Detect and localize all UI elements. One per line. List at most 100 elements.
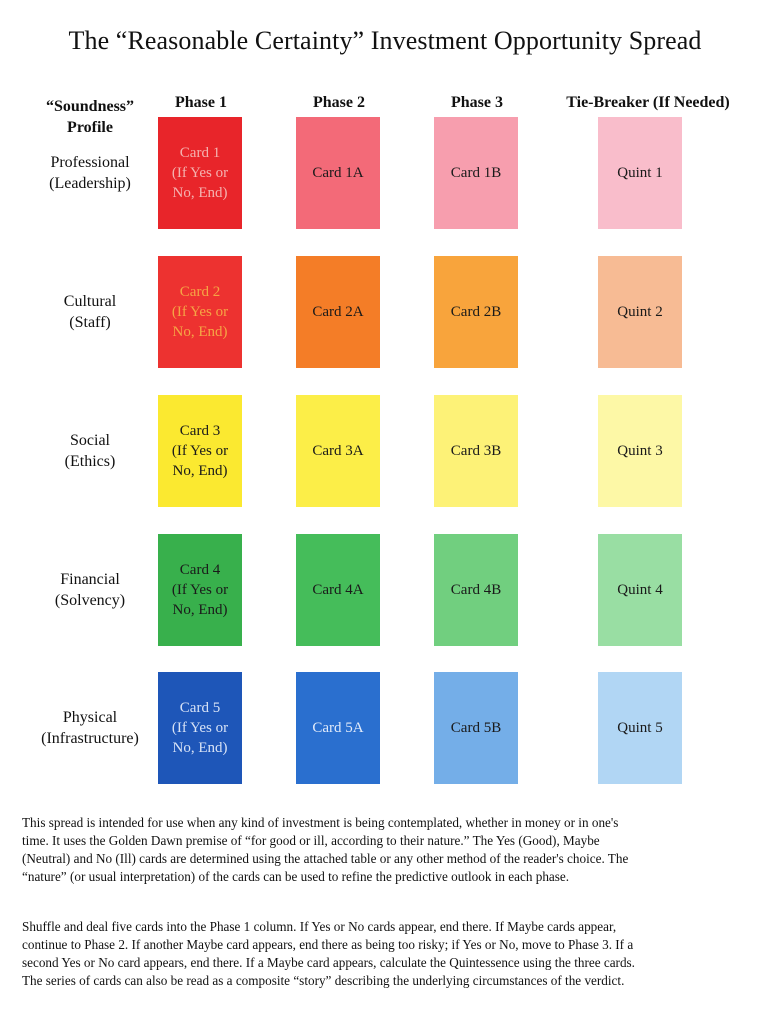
card-label-line: (If Yes or <box>171 443 229 459</box>
card-label-line: Card 3 <box>179 423 221 439</box>
text-line: The series of cards can also be read as … <box>22 973 625 988</box>
card-label-line: Card 2A <box>312 304 364 320</box>
card-label-line: (If Yes or <box>171 165 229 181</box>
card-label-line: Card 5 <box>179 700 221 716</box>
row-label-line: Financial <box>60 571 120 588</box>
card-label-line: Card 2B <box>450 304 502 320</box>
card-slot-row2-col4: Quint 2 <box>598 256 682 368</box>
page-title: The “Reasonable Certainty” Investment Op… <box>68 26 702 55</box>
card-label: Card 2A <box>312 302 363 322</box>
card-slot-row3-col2: Card 3A <box>296 395 380 507</box>
row-label: Cultural (Staff) <box>20 291 160 333</box>
card-slot-row1-col1: Card 1 (If Yes or No, End) <box>158 117 242 229</box>
profile-column-header: “Soundness” Profile <box>20 96 160 138</box>
card-label-line: Card 4 <box>179 562 221 578</box>
row-label-line: Professional <box>50 154 130 171</box>
card-label-line: No, End) <box>172 740 228 756</box>
card-label: Quint 3 <box>617 441 662 461</box>
row-label-line: Social <box>70 432 110 449</box>
card-label-line: Card 1A <box>312 165 364 181</box>
card-label-line: No, End) <box>172 463 228 479</box>
card-slot-row5-col4: Quint 5 <box>598 672 682 784</box>
card-label: Card 4B <box>451 580 501 600</box>
card-slot-row4-col4: Quint 4 <box>598 534 682 646</box>
card-label-line: No, End) <box>172 602 228 618</box>
card-label-line: Quint 3 <box>617 443 663 459</box>
card-label: Card 5 (If Yes or No, End) <box>172 698 228 758</box>
card-label: Quint 5 <box>617 718 662 738</box>
card-label-line: Card 4A <box>312 582 364 598</box>
row-label-line: (Leadership) <box>49 175 131 192</box>
card-slot-row4-col3: Card 4B <box>434 534 518 646</box>
card-label-line: No, End) <box>172 185 228 201</box>
card-slot-row1-col2: Card 1A <box>296 117 380 229</box>
text-line: second Yes or No card appears, end there… <box>22 955 635 970</box>
row-label-line: Cultural <box>63 293 117 310</box>
card-label: Card 4 (If Yes or No, End) <box>172 560 228 620</box>
card-slot-row2-col1: Card 2 (If Yes or No, End) <box>158 256 242 368</box>
card-label: Card 1B <box>451 163 501 183</box>
text-line: (Neutral) and No (Ill) cards are determi… <box>22 851 629 866</box>
card-label: Card 3A <box>312 441 363 461</box>
card-label-line: No, End) <box>172 324 228 340</box>
row-label-line: Physical <box>62 709 118 726</box>
card-slot-row3-col1: Card 3 (If Yes or No, End) <box>158 395 242 507</box>
card-slot-row1-col3: Card 1B <box>434 117 518 229</box>
card-slot-row1-col4: Quint 1 <box>598 117 682 229</box>
card-label-line: (If Yes or <box>171 304 229 320</box>
card-label-line: Card 4B <box>450 582 502 598</box>
row-label: Physical (Infrastructure) <box>20 707 160 749</box>
card-label-line: Card 5B <box>450 720 502 736</box>
row-label-line: (Staff) <box>69 314 111 331</box>
card-label-line: (If Yes or <box>171 582 229 598</box>
text-line: This spread is intended for use when any… <box>22 815 619 830</box>
description-paragraph: This spread is intended for use when any… <box>22 814 722 886</box>
card-label-line: Quint 2 <box>617 304 663 320</box>
text-line: Shuffle and deal five cards into the Pha… <box>22 919 617 934</box>
card-label-line: Quint 5 <box>617 720 663 736</box>
row-label-line: (Ethics) <box>64 453 116 470</box>
profile-header-line: Profile <box>67 119 113 136</box>
card-label-line: Card 3A <box>312 443 364 459</box>
card-slot-row5-col3: Card 5B <box>434 672 518 784</box>
card-label: Card 2 (If Yes or No, End) <box>172 282 228 342</box>
card-label-line: Quint 1 <box>617 165 663 181</box>
card-label: Card 3B <box>451 441 501 461</box>
card-label-line: (If Yes or <box>171 720 229 736</box>
card-slot-row4-col1: Card 4 (If Yes or No, End) <box>158 534 242 646</box>
card-label-line: Card 1 <box>179 145 221 161</box>
card-label: Card 5B <box>451 718 501 738</box>
tie-breaker-header: Tie-Breaker (If Needed) <box>566 94 730 111</box>
card-label-line: Card 2 <box>179 284 221 300</box>
card-label: Card 5A <box>312 718 363 738</box>
card-slot-row5-col1: Card 5 (If Yes or No, End) <box>158 672 242 784</box>
phase-2-header: Phase 2 <box>313 94 365 111</box>
card-label: Card 3 (If Yes or No, End) <box>172 421 228 481</box>
card-label-line: Card 1B <box>450 165 502 181</box>
card-slot-row3-col4: Quint 3 <box>598 395 682 507</box>
text-line: continue to Phase 2. If another Maybe ca… <box>22 937 634 952</box>
row-label-line: (Solvency) <box>54 592 126 609</box>
instructions-paragraph: Shuffle and deal five cards into the Pha… <box>22 918 722 990</box>
row-label: Professional (Leadership) <box>20 152 160 194</box>
phase-3-header: Phase 3 <box>451 94 503 111</box>
text-line: time. It uses the Golden Dawn premise of… <box>22 833 600 848</box>
card-label-line: Card 5A <box>312 720 364 736</box>
card-label: Card 4A <box>312 580 363 600</box>
card-slot-row2-col2: Card 2A <box>296 256 380 368</box>
card-slot-row2-col3: Card 2B <box>434 256 518 368</box>
card-slot-row4-col2: Card 4A <box>296 534 380 646</box>
card-label: Card 1A <box>312 163 363 183</box>
card-label: Quint 4 <box>617 580 662 600</box>
card-label: Card 2B <box>451 302 501 322</box>
phase-1-header: Phase 1 <box>175 94 227 111</box>
card-slot-row5-col2: Card 5A <box>296 672 380 784</box>
card-label-line: Card 3B <box>450 443 502 459</box>
row-label-line: (Infrastructure) <box>41 730 139 747</box>
row-label: Social (Ethics) <box>20 430 160 472</box>
card-label: Card 1 (If Yes or No, End) <box>172 143 228 203</box>
profile-header-line: “Soundness” <box>45 98 135 115</box>
card-label: Quint 1 <box>617 163 662 183</box>
card-label-line: Quint 4 <box>617 582 663 598</box>
card-slot-row3-col3: Card 3B <box>434 395 518 507</box>
